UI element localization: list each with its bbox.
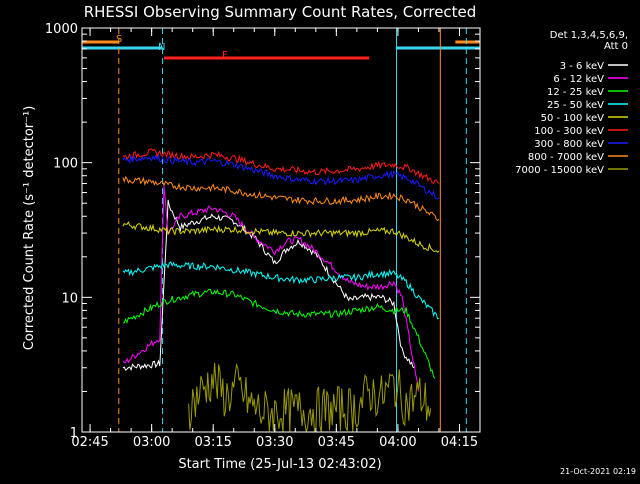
flag-f-label: F xyxy=(222,50,228,61)
legend-entry-label: 3 - 6 keV xyxy=(560,61,604,72)
legend-entry-label: 6 - 12 keV xyxy=(553,74,604,85)
y-tick-label: 1 xyxy=(70,426,78,441)
series-line xyxy=(122,288,436,379)
legend-entry-label: 12 - 25 keV xyxy=(547,87,604,98)
y-tick-label: 10 xyxy=(61,291,78,306)
series-line xyxy=(122,199,415,372)
legend-header-line: Att 0 xyxy=(604,41,628,52)
series-line xyxy=(188,362,432,433)
legend: 3 - 6 keV 6 - 12 keV 12 - 25 keV 25 - 50 ke… xyxy=(515,61,628,176)
y-tick-label: 1000 xyxy=(45,22,78,37)
series-line xyxy=(122,261,440,320)
series-line xyxy=(122,148,440,185)
x-tick-label: 03:00 xyxy=(133,435,170,450)
legend-entry-label: 25 - 50 keV xyxy=(547,100,604,111)
legend-entry-label: 100 - 300 keV xyxy=(534,126,604,137)
series-line xyxy=(122,175,440,222)
x-tick-label: 03:30 xyxy=(256,435,293,450)
y-tick-label: 100 xyxy=(53,157,78,172)
series-lines xyxy=(122,148,440,433)
y-axis-label: Corrected Count Rate (s⁻¹ detector⁻¹) xyxy=(22,106,37,351)
footer-date: 21-Oct-2021 02:19 xyxy=(560,467,636,476)
chart-title: RHESSI Observing Summary Count Rates, Co… xyxy=(84,3,477,21)
flag-bars: SNF xyxy=(82,34,480,61)
legend-header-line: Det 1,3,4,5,6,9, xyxy=(550,30,628,41)
x-tick-label: 02:45 xyxy=(71,435,108,450)
legend-entry-label: 7000 - 15000 keV xyxy=(515,165,604,176)
legend-entry-label: 50 - 100 keV xyxy=(541,113,605,124)
series-line xyxy=(122,221,440,253)
legend-entry-label: 800 - 7000 keV xyxy=(528,152,604,163)
flag-n-label: N xyxy=(158,42,165,53)
x-axis-label: Start Time (25-Jul-13 02:43:02) xyxy=(178,457,381,472)
x-tick-label: 04:15 xyxy=(441,435,478,450)
plot-axes: 02:45 03:00 03:15 03:30 03:45 04:00 04:15 1 10 10… xyxy=(45,22,481,450)
x-tick-label: 03:45 xyxy=(318,435,355,450)
legend-entry-label: 300 - 800 keV xyxy=(534,139,604,150)
legend-header: Det 1,3,4,5,6,9,Att 0 xyxy=(550,30,628,52)
series-line xyxy=(122,153,440,200)
x-tick-label: 04:00 xyxy=(379,435,416,450)
plot-frame xyxy=(81,27,481,433)
x-tick-label: 03:15 xyxy=(194,435,231,450)
